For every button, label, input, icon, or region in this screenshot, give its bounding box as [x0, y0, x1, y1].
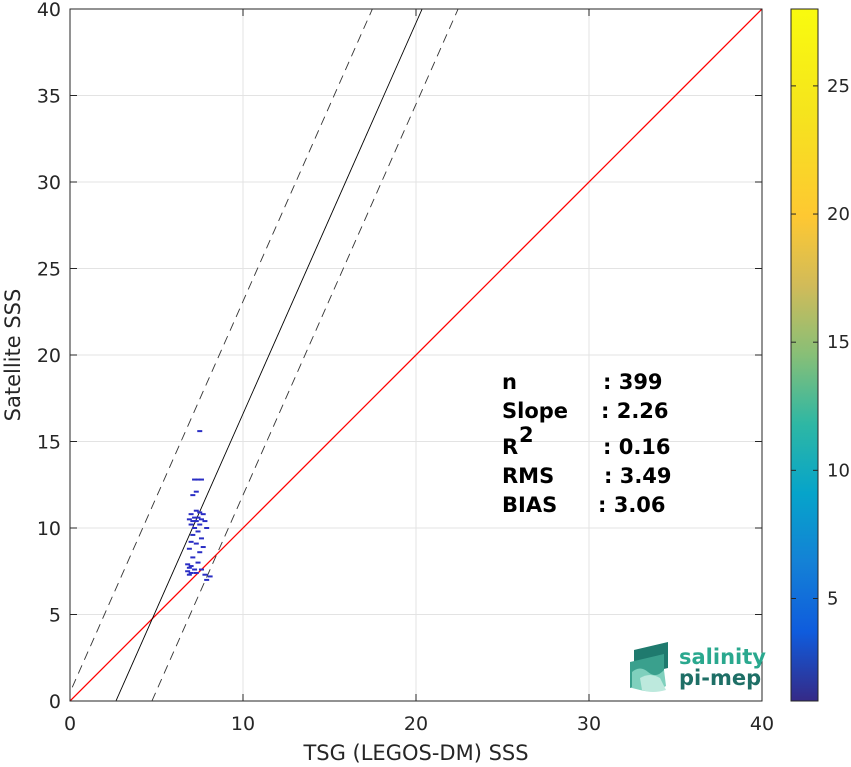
- stat-value-n: : 399: [603, 370, 663, 394]
- confidence-line-2: [151, 9, 459, 701]
- data-point: [202, 520, 208, 523]
- data-point: [193, 520, 199, 523]
- data-point: [193, 509, 199, 512]
- data-point: [185, 570, 191, 573]
- y-tick-label-40: 40: [37, 0, 61, 21]
- data-point: [200, 546, 206, 549]
- data-point: [190, 556, 196, 559]
- data-point: [207, 575, 213, 578]
- logo-text-salinity: salinity: [679, 645, 766, 669]
- data-point: [188, 571, 194, 574]
- y-tick-label-10: 10: [37, 518, 61, 540]
- x-tick-label-20: 20: [404, 713, 428, 735]
- data-point: [193, 571, 199, 574]
- y-tick-label-15: 15: [37, 432, 61, 454]
- data-point: [198, 478, 204, 481]
- data-point: [198, 537, 204, 540]
- y-tick-label-5: 5: [49, 605, 61, 627]
- data-point: [186, 566, 192, 569]
- data-point: [195, 530, 201, 533]
- y-tick-label-35: 35: [37, 86, 61, 108]
- data-point: [193, 542, 199, 545]
- colorbar-tick-label-10: 10: [827, 460, 850, 481]
- data-point: [200, 513, 206, 516]
- stat-value-rms: : 3.49: [604, 464, 672, 488]
- stat-label-n: n: [502, 370, 517, 394]
- stat-label-rms: RMS: [502, 464, 554, 488]
- data-point: [186, 518, 192, 521]
- stat-value-bias: : 3.06: [598, 493, 666, 517]
- colorbar-tick-label-20: 20: [827, 204, 850, 225]
- x-tick-label-40: 40: [750, 713, 774, 735]
- axis-ticks: 0 10 20 30 40 0 5 10 15 20 25 30 35 40: [37, 0, 774, 735]
- wave-logo-icon: [630, 642, 668, 692]
- stat-label-slope: Slope: [502, 399, 568, 423]
- data-point: [198, 568, 204, 571]
- stat-value-slope: : 2.26: [601, 399, 669, 423]
- data-point: [188, 540, 194, 543]
- stats-box: n : 399 Slope : 2.26 R 2 : 0.16 RMS : 3.…: [502, 370, 672, 517]
- logo-text-pi-mep: pi-mep: [679, 666, 761, 690]
- x-tick-label-30: 30: [577, 713, 601, 735]
- data-point: [192, 568, 198, 571]
- data-point: [192, 527, 198, 529]
- stat-label-r2: R: [502, 435, 518, 459]
- data-point: [204, 578, 210, 581]
- y-tick-label-30: 30: [37, 172, 61, 194]
- data-point: [195, 478, 201, 481]
- y-tick-label-25: 25: [37, 259, 61, 281]
- data-points: [185, 430, 213, 581]
- y-axis-label: Satellite SSS: [1, 289, 25, 422]
- colorbar: [790, 8, 819, 702]
- stat-label-r2-sup: 2: [519, 423, 534, 447]
- data-point: [197, 551, 203, 554]
- data-point: [188, 523, 194, 526]
- x-axis-label: TSG (LEGOS-DM) SSS: [302, 741, 528, 765]
- one-to-one-line: [70, 9, 762, 701]
- data-point: [195, 516, 201, 519]
- data-point: [192, 478, 198, 481]
- colorbar-tick-label-25: 25: [827, 76, 850, 97]
- data-point: [197, 430, 203, 433]
- data-point: [192, 516, 198, 519]
- data-point: [188, 565, 194, 568]
- data-point: [188, 513, 194, 516]
- data-point: [198, 518, 204, 521]
- colorbar-ticks: 5 10 15 20 25: [791, 76, 850, 609]
- x-tick-label-0: 0: [64, 713, 76, 735]
- data-point: [186, 547, 192, 550]
- data-point: [193, 490, 199, 493]
- regression-line: [115, 9, 423, 701]
- data-point: [197, 523, 203, 526]
- data-point: [190, 494, 196, 497]
- data-point: [197, 511, 203, 514]
- stat-label-bias: BIAS: [502, 493, 557, 517]
- stat-value-r2: : 0.16: [603, 435, 671, 459]
- y-tick-label-20: 20: [37, 345, 61, 367]
- colorbar-tick-label-5: 5: [827, 588, 838, 609]
- salinity-logo: salinity pi-mep: [630, 642, 766, 692]
- data-point: [204, 527, 210, 529]
- fit-lines: [70, 9, 762, 701]
- data-point: [185, 563, 191, 566]
- data-point: [195, 561, 201, 564]
- y-tick-label-0: 0: [49, 691, 61, 713]
- data-point: [202, 573, 208, 576]
- confidence-line-1: [70, 9, 373, 694]
- data-point: [186, 573, 192, 576]
- colorbar-tick-label-15: 15: [827, 332, 850, 353]
- x-tick-label-10: 10: [231, 713, 255, 735]
- data-point: [190, 533, 196, 536]
- data-point: [190, 520, 196, 523]
